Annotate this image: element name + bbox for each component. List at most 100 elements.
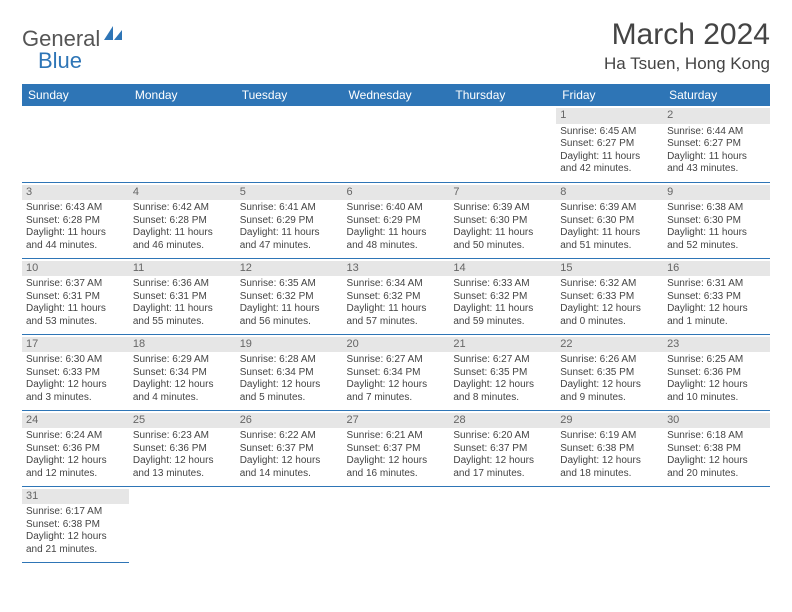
calendar-cell: 20Sunrise: 6:27 AMSunset: 6:34 PMDayligh…	[343, 334, 450, 410]
day-info-line: Sunrise: 6:42 AM	[133, 202, 232, 215]
calendar-cell	[343, 106, 450, 182]
calendar-cell: 29Sunrise: 6:19 AMSunset: 6:38 PMDayligh…	[556, 410, 663, 486]
day-info-line: Sunset: 6:35 PM	[453, 367, 552, 380]
day-info-line: Sunset: 6:38 PM	[26, 519, 125, 532]
day-info-line: Daylight: 12 hours	[133, 455, 232, 468]
day-number: 22	[556, 337, 663, 353]
calendar-cell: 30Sunrise: 6:18 AMSunset: 6:38 PMDayligh…	[663, 410, 770, 486]
day-number: 11	[129, 261, 236, 277]
sail-icon	[102, 22, 124, 48]
day-info-line: Daylight: 12 hours	[560, 455, 659, 468]
calendar-cell	[556, 486, 663, 562]
day-info-line: Sunset: 6:31 PM	[133, 291, 232, 304]
day-info-line: and 57 minutes.	[347, 316, 446, 329]
day-info-line: Sunset: 6:33 PM	[26, 367, 125, 380]
title-block: March 2024 Ha Tsuen, Hong Kong	[604, 18, 770, 74]
calendar-cell: 17Sunrise: 6:30 AMSunset: 6:33 PMDayligh…	[22, 334, 129, 410]
calendar-cell: 6Sunrise: 6:40 AMSunset: 6:29 PMDaylight…	[343, 182, 450, 258]
day-number: 4	[129, 185, 236, 201]
day-number: 6	[343, 185, 450, 201]
location: Ha Tsuen, Hong Kong	[604, 54, 770, 74]
weekday-header: Thursday	[449, 84, 556, 106]
day-number: 27	[343, 413, 450, 429]
day-info-line: and 48 minutes.	[347, 240, 446, 253]
day-info-line: Sunset: 6:31 PM	[26, 291, 125, 304]
day-number: 10	[22, 261, 129, 277]
day-info-line: and 51 minutes.	[560, 240, 659, 253]
day-info-line: and 13 minutes.	[133, 468, 232, 481]
day-info-line: Sunrise: 6:20 AM	[453, 430, 552, 443]
day-info-line: and 14 minutes.	[240, 468, 339, 481]
day-info-line: Daylight: 12 hours	[26, 455, 125, 468]
calendar-cell: 8Sunrise: 6:39 AMSunset: 6:30 PMDaylight…	[556, 182, 663, 258]
day-info-line: Sunrise: 6:24 AM	[26, 430, 125, 443]
day-info-line: Sunrise: 6:34 AM	[347, 278, 446, 291]
day-info-line: and 53 minutes.	[26, 316, 125, 329]
day-number: 24	[22, 413, 129, 429]
day-info-line: and 7 minutes.	[347, 392, 446, 405]
day-number: 30	[663, 413, 770, 429]
day-info-line: Daylight: 12 hours	[26, 379, 125, 392]
day-info-line: Sunset: 6:33 PM	[667, 291, 766, 304]
day-info-line: Sunset: 6:35 PM	[560, 367, 659, 380]
day-number: 14	[449, 261, 556, 277]
calendar-cell	[449, 486, 556, 562]
day-info-line: and 10 minutes.	[667, 392, 766, 405]
day-info-line: Sunset: 6:36 PM	[26, 443, 125, 456]
day-info-line: Sunset: 6:32 PM	[240, 291, 339, 304]
day-info-line: Daylight: 12 hours	[26, 531, 125, 544]
calendar-cell: 9Sunrise: 6:38 AMSunset: 6:30 PMDaylight…	[663, 182, 770, 258]
day-number: 3	[22, 185, 129, 201]
calendar-cell: 27Sunrise: 6:21 AMSunset: 6:37 PMDayligh…	[343, 410, 450, 486]
day-number: 18	[129, 337, 236, 353]
day-info-line: Sunrise: 6:38 AM	[667, 202, 766, 215]
day-info-line: Sunrise: 6:22 AM	[240, 430, 339, 443]
day-info-line: and 16 minutes.	[347, 468, 446, 481]
calendar-cell: 11Sunrise: 6:36 AMSunset: 6:31 PMDayligh…	[129, 258, 236, 334]
day-info-line: Sunset: 6:36 PM	[667, 367, 766, 380]
calendar-cell: 24Sunrise: 6:24 AMSunset: 6:36 PMDayligh…	[22, 410, 129, 486]
day-info-line: and 20 minutes.	[667, 468, 766, 481]
day-number: 26	[236, 413, 343, 429]
calendar-cell: 18Sunrise: 6:29 AMSunset: 6:34 PMDayligh…	[129, 334, 236, 410]
day-info-line: and 42 minutes.	[560, 163, 659, 176]
day-number: 1	[556, 108, 663, 124]
weekday-header: Saturday	[663, 84, 770, 106]
day-info-line: Daylight: 12 hours	[347, 455, 446, 468]
day-info-line: Sunrise: 6:28 AM	[240, 354, 339, 367]
calendar-cell: 3Sunrise: 6:43 AMSunset: 6:28 PMDaylight…	[22, 182, 129, 258]
day-info-line: Sunset: 6:28 PM	[26, 215, 125, 228]
day-number: 31	[22, 489, 129, 505]
calendar-cell: 14Sunrise: 6:33 AMSunset: 6:32 PMDayligh…	[449, 258, 556, 334]
day-info-line: and 44 minutes.	[26, 240, 125, 253]
day-info-line: Daylight: 11 hours	[240, 303, 339, 316]
calendar-cell: 21Sunrise: 6:27 AMSunset: 6:35 PMDayligh…	[449, 334, 556, 410]
logo-text-2: Blue	[38, 48, 82, 74]
day-info-line: Daylight: 11 hours	[26, 303, 125, 316]
day-info-line: Sunset: 6:37 PM	[453, 443, 552, 456]
calendar-cell: 26Sunrise: 6:22 AMSunset: 6:37 PMDayligh…	[236, 410, 343, 486]
day-info-line: and 18 minutes.	[560, 468, 659, 481]
day-info-line: Sunrise: 6:25 AM	[667, 354, 766, 367]
day-number: 2	[663, 108, 770, 124]
day-info-line: Sunrise: 6:44 AM	[667, 126, 766, 139]
calendar-cell	[129, 486, 236, 562]
day-number: 20	[343, 337, 450, 353]
weekday-header: Friday	[556, 84, 663, 106]
calendar-cell: 2Sunrise: 6:44 AMSunset: 6:27 PMDaylight…	[663, 106, 770, 182]
day-info-line: and 12 minutes.	[26, 468, 125, 481]
day-info-line: and 21 minutes.	[26, 544, 125, 557]
day-info-line: Sunset: 6:30 PM	[560, 215, 659, 228]
day-info-line: Sunset: 6:36 PM	[133, 443, 232, 456]
day-info-line: Sunset: 6:29 PM	[240, 215, 339, 228]
day-info-line: Sunrise: 6:35 AM	[240, 278, 339, 291]
day-info-line: Daylight: 11 hours	[133, 227, 232, 240]
day-info-line: Daylight: 12 hours	[133, 379, 232, 392]
day-number: 12	[236, 261, 343, 277]
day-info-line: Sunset: 6:29 PM	[347, 215, 446, 228]
day-number: 7	[449, 185, 556, 201]
day-info-line: Daylight: 11 hours	[453, 303, 552, 316]
day-info-line: Daylight: 11 hours	[347, 227, 446, 240]
day-number: 5	[236, 185, 343, 201]
weekday-header: Monday	[129, 84, 236, 106]
